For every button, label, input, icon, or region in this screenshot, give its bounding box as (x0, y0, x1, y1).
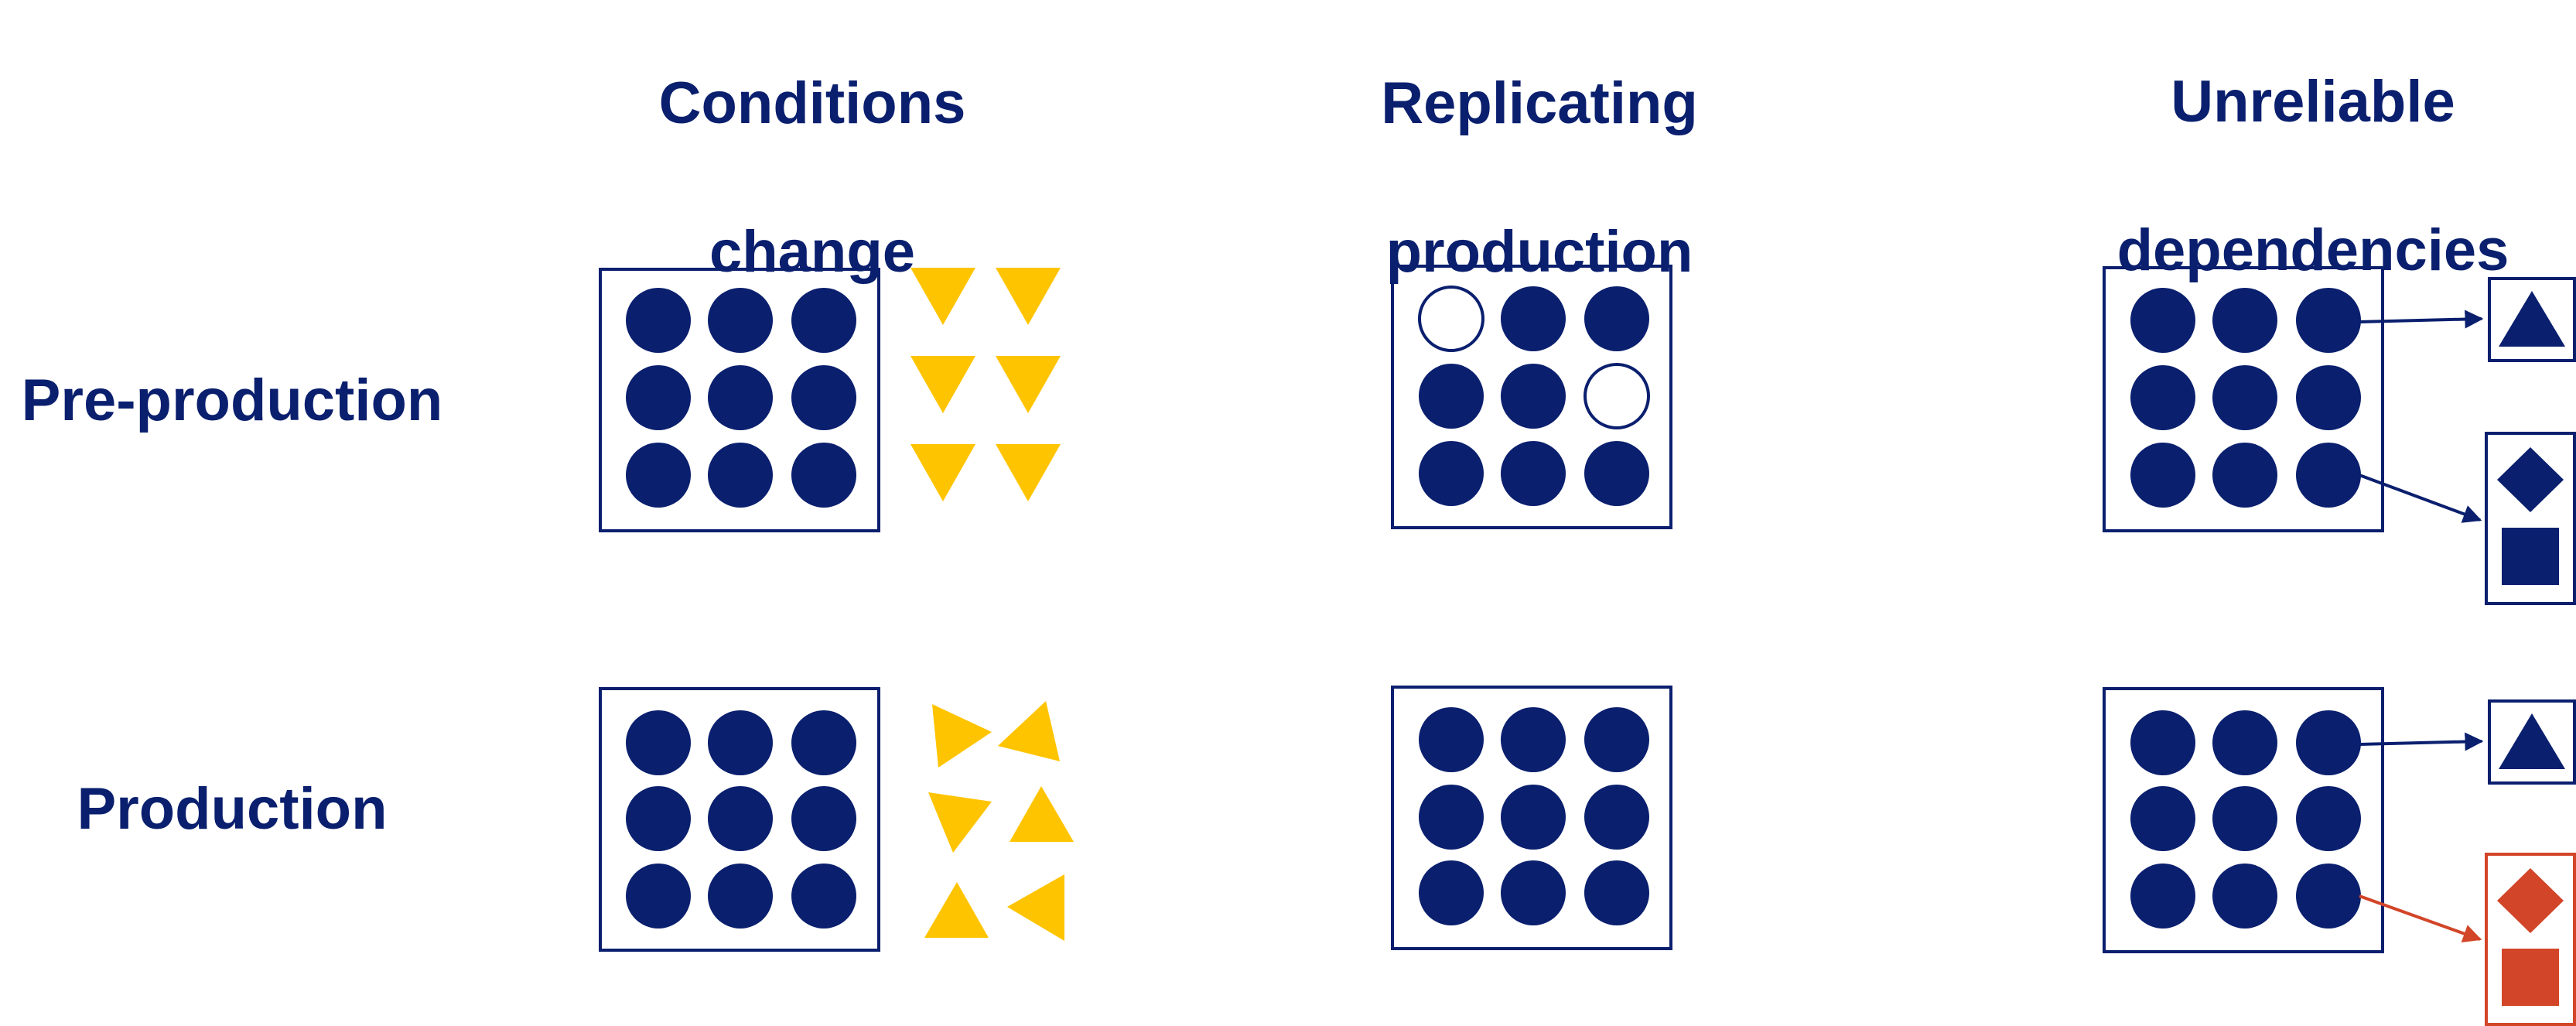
row-label-production: Production (77, 776, 388, 842)
dependency-arrow (2359, 732, 2484, 751)
conditions-triangles-ordered (910, 268, 1061, 501)
column-header-line2: production (1385, 219, 1693, 285)
dependency-box-diamond-square-prod-failing (2485, 853, 2576, 1026)
dependency-box-diamond-square-preprod (2485, 432, 2576, 605)
dependency-arrow (2359, 474, 2482, 523)
column-header-unreliable-dependencies: Unreliable dependencies (2042, 0, 2576, 362)
service-box-conditions-preprod (599, 268, 880, 532)
dependency-box-triangle-prod (2488, 699, 2576, 785)
column-header-line2: change (709, 219, 916, 285)
dependency-box-triangle-preprod (2488, 277, 2576, 362)
missing-instance-circle (1584, 363, 1650, 429)
service-box-dependencies-preprod (2103, 266, 2384, 532)
row-label-pre-production: Pre-production (21, 368, 443, 433)
service-box-replicating-preprod (1391, 265, 1672, 529)
column-header-line1: Unreliable (2171, 69, 2455, 135)
column-header-conditions-change: Conditions change (542, 0, 1083, 364)
conditions-triangles-scattered (924, 701, 1074, 941)
missing-instance-circle (1418, 286, 1484, 352)
dependency-arrow (2359, 310, 2484, 329)
column-header-line1: Conditions (658, 70, 966, 136)
service-box-dependencies-prod (2103, 687, 2384, 953)
service-box-replicating-prod (1391, 686, 1672, 950)
column-header-line2: dependencies (2116, 217, 2509, 283)
column-header-line1: Replicating (1381, 70, 1698, 136)
service-box-conditions-prod (599, 687, 880, 952)
failing-dependency-arrow (2359, 894, 2482, 942)
column-header-replicating-production: Replicating production (1269, 0, 1810, 364)
